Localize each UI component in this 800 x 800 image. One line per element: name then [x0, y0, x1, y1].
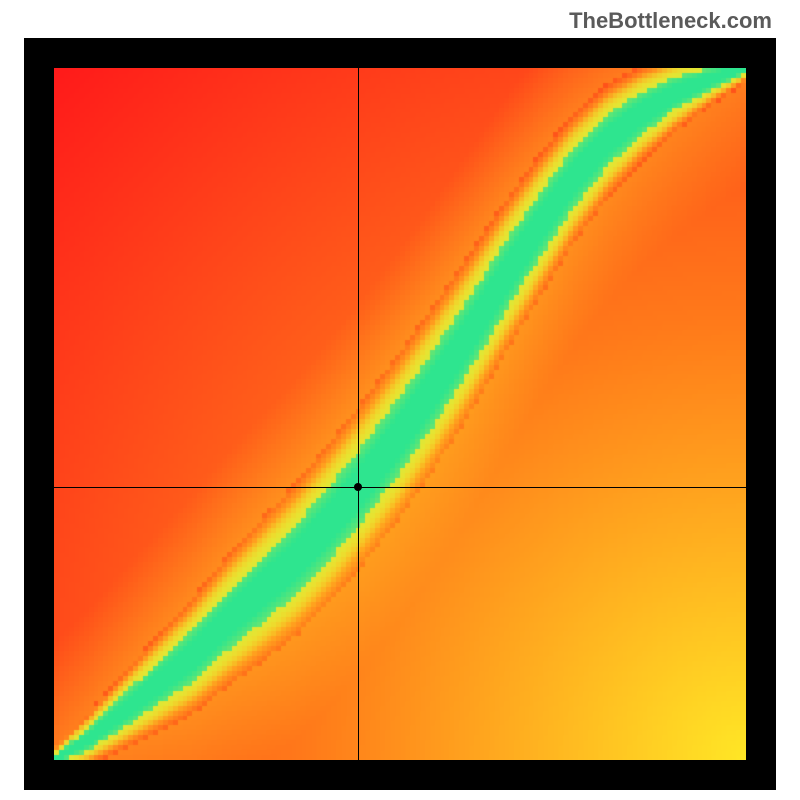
marker-dot	[354, 483, 362, 491]
chart-frame	[24, 38, 776, 790]
heatmap-plot	[54, 68, 746, 760]
watermark-text: TheBottleneck.com	[569, 8, 772, 34]
heatmap-canvas	[54, 68, 746, 760]
crosshair-vertical	[358, 68, 359, 760]
crosshair-horizontal	[54, 487, 746, 488]
